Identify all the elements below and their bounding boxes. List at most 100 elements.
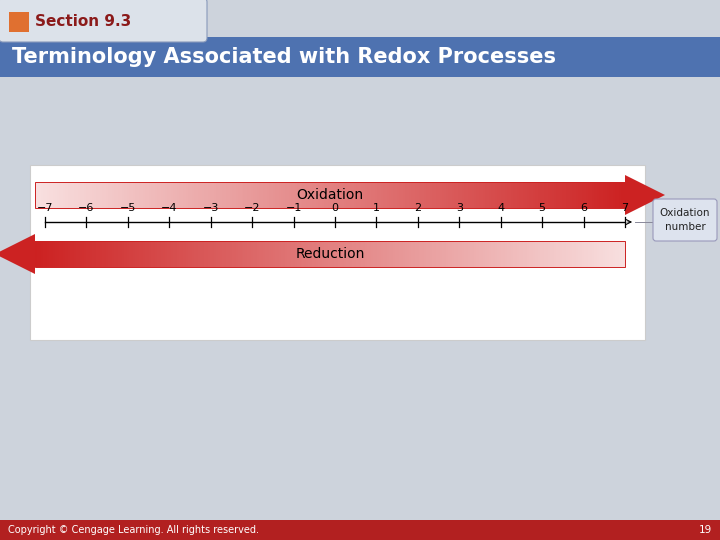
Bar [224,241,227,267]
Bar [141,241,144,267]
Text: −4: −4 [161,203,178,213]
Bar [350,241,352,267]
Bar [228,241,230,267]
Bar [228,182,230,208]
Bar [549,241,551,267]
Bar [50,182,53,208]
Bar [462,241,464,267]
Bar [351,241,354,267]
Bar [438,182,441,208]
Bar [554,182,557,208]
Bar [267,241,270,267]
Bar [601,241,604,267]
Bar [277,241,279,267]
Bar [366,182,368,208]
Bar [73,182,75,208]
Bar [477,241,480,267]
Bar [409,241,411,267]
Bar [503,241,506,267]
Bar [63,241,66,267]
Bar [65,241,67,267]
Bar [483,241,486,267]
Bar [342,182,345,208]
Bar [407,182,410,208]
Bar [542,241,545,267]
Bar [539,241,541,267]
Bar [114,241,117,267]
Bar [513,182,516,208]
Bar [78,182,81,208]
Bar [372,241,374,267]
Bar [590,182,593,208]
Bar [556,182,559,208]
Bar [131,182,134,208]
Bar [418,182,421,208]
Bar [385,241,388,267]
Bar [511,182,513,208]
Bar [275,241,278,267]
Bar [495,182,498,208]
Bar [175,241,177,267]
Bar [452,182,455,208]
Bar [117,182,120,208]
Bar [68,182,71,208]
Text: 4: 4 [497,203,504,213]
Text: 3: 3 [456,203,463,213]
Bar [316,182,319,208]
Bar [222,182,225,208]
FancyBboxPatch shape [653,199,717,241]
Bar [68,241,71,267]
Bar [287,182,289,208]
Bar [100,241,103,267]
Bar [552,241,555,267]
Text: 2: 2 [414,203,421,213]
Bar [607,241,610,267]
Bar [233,182,236,208]
Bar [578,182,580,208]
Bar [106,241,109,267]
Bar [351,182,354,208]
Bar [275,182,278,208]
Bar [133,241,136,267]
Bar [507,182,510,208]
Bar [256,241,258,267]
Bar [138,241,140,267]
Bar [407,241,410,267]
Bar [491,182,494,208]
Bar [246,241,248,267]
Bar [86,241,89,267]
Bar [102,182,104,208]
Bar [595,182,598,208]
Bar [100,182,103,208]
Bar [509,241,512,267]
Bar [76,182,79,208]
Bar [208,182,211,208]
Bar [450,241,453,267]
Bar [560,241,563,267]
Text: 6: 6 [580,203,587,213]
Bar [98,241,101,267]
Bar [340,182,343,208]
Bar [336,182,338,208]
Bar [145,182,148,208]
Bar [485,182,488,208]
Bar [613,182,616,208]
Bar [202,241,205,267]
Bar [550,241,553,267]
Text: 7: 7 [621,203,629,213]
Bar [526,182,529,208]
Bar [190,182,193,208]
Bar [308,241,311,267]
Bar [149,182,152,208]
Bar [418,241,421,267]
Bar [218,241,220,267]
Bar [338,241,341,267]
Bar [562,182,564,208]
Bar [482,182,484,208]
Bar [619,241,622,267]
Bar [102,241,104,267]
Bar [135,182,138,208]
Bar [379,241,382,267]
Bar [35,241,37,267]
Bar [595,241,598,267]
